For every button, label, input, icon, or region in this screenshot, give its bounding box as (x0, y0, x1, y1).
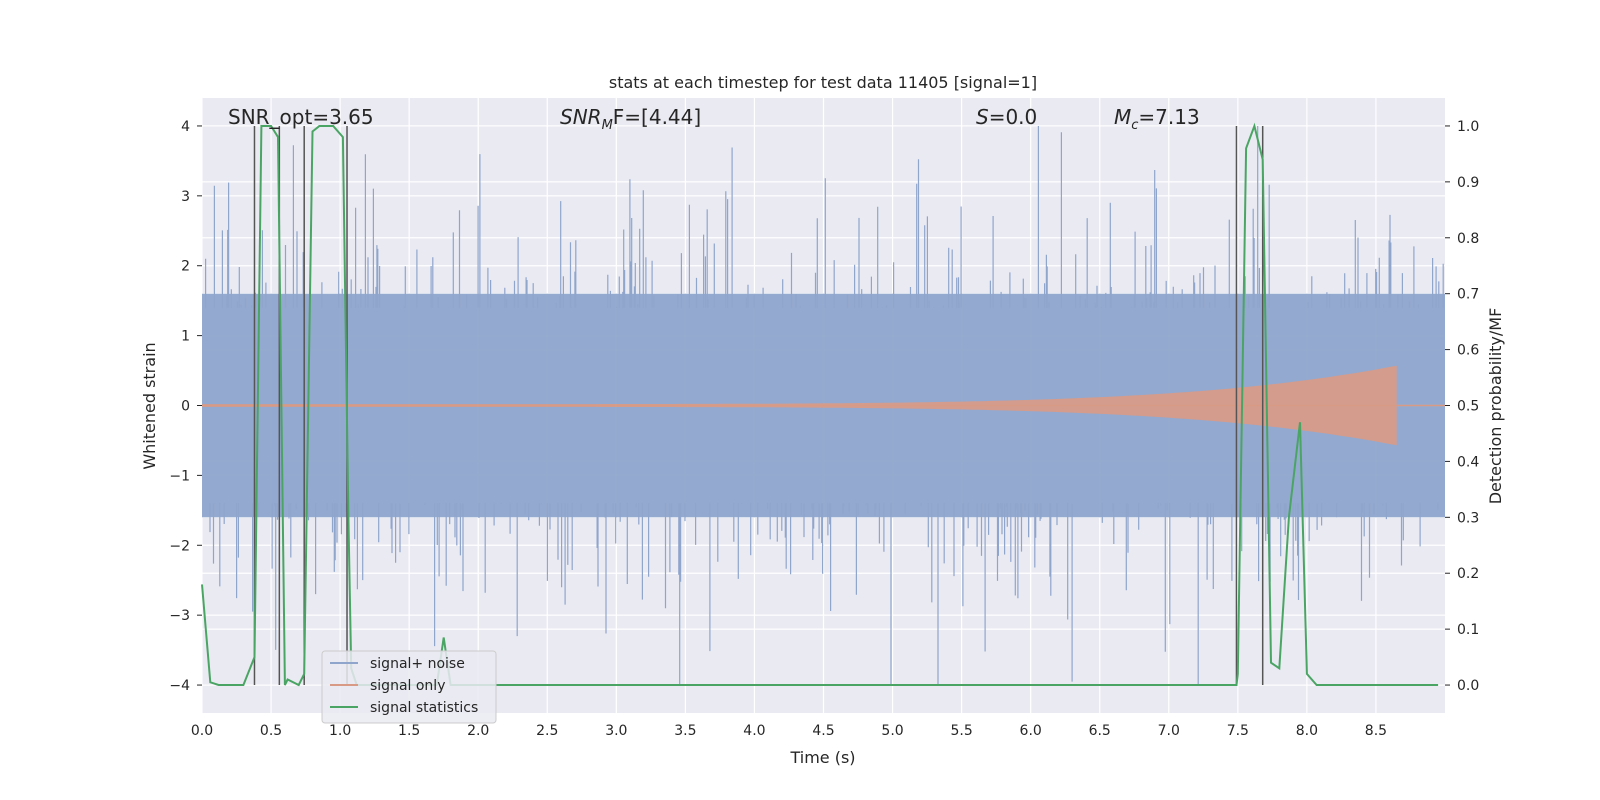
y-right-tick-label: 0.1 (1457, 622, 1479, 638)
y-tick-label: −3 (169, 608, 190, 624)
x-tick-label: 6.0 (1020, 723, 1042, 739)
y-tick-label: 1 (181, 329, 190, 345)
annotation-s-main: S (976, 105, 989, 129)
y-tick-label: −1 (169, 468, 190, 484)
annotation-snr-mf-main: SNR (560, 105, 602, 129)
annotation-snr-mf-sub: M (602, 118, 613, 133)
x-tick-label: 4.5 (812, 723, 834, 739)
signal-only-series (202, 365, 1445, 446)
chart-title: stats at each timestep for test data 114… (609, 73, 1037, 92)
y-tick-label: −4 (169, 678, 190, 694)
annotation-mc: Mc=7.13 (1114, 105, 1200, 133)
y-right-tick-labels: 1.0 0.9 0.8 0.7 0.6 0.5 0.4 0.3 0.2 0.1 0.0 (1445, 119, 1479, 694)
x-tick-label: 0.0 (191, 723, 213, 739)
legend-box (321, 650, 497, 724)
y-right-tick-label: 0.6 (1457, 343, 1479, 359)
y-right-axis-label: Detection probability/MF (1486, 308, 1505, 505)
annotation-snr-mf: SNRMF=[4.44] (560, 105, 701, 133)
x-tick-label: 3.5 (674, 723, 696, 739)
y-right-tick-label: 0.7 (1457, 287, 1479, 303)
x-tick-label: 8.5 (1365, 723, 1387, 739)
y-right-tick-label: 0.4 (1457, 454, 1479, 470)
annotations: SNR_opt=3.65 SNRMF=[4.44] S=0.0 Mc=7.13 (228, 105, 1200, 133)
y-tick-label: 2 (181, 259, 190, 275)
x-tick-label: 8.0 (1296, 723, 1318, 739)
y-right-tick-label: 1.0 (1457, 119, 1479, 135)
x-tick-label: 3.0 (605, 723, 627, 739)
annotation-s: S=0.0 (976, 105, 1037, 129)
y-right-tick-label: 0.5 (1457, 399, 1479, 415)
y-right-tick-label: 0.0 (1457, 678, 1479, 694)
legend-label-signal-statistics: signal statistics (370, 700, 478, 716)
legend: signal+ noise signal only signal statist… (321, 650, 497, 724)
y-tick-label: 3 (181, 189, 190, 205)
y-tick-labels: 4 3 2 1 0 −1 −2 −3 −4 (169, 119, 202, 694)
legend-label-signal-only: signal only (370, 678, 445, 694)
legend-label-signal-noise: signal+ noise (370, 656, 465, 672)
y-right-tick-label: 0.2 (1457, 566, 1479, 582)
annotation-mc-rest: =7.13 (1138, 105, 1199, 129)
x-tick-label: 5.5 (950, 723, 972, 739)
y-right-tick-label: 0.9 (1457, 175, 1479, 191)
y-tick-label: 4 (181, 119, 190, 135)
x-tick-label: 1.5 (398, 723, 420, 739)
y-tick-label: 0 (181, 399, 190, 415)
annotation-snr-mf-rest: F=[4.44] (613, 105, 701, 129)
annotation-mc-main: M (1114, 105, 1131, 129)
x-tick-label: 0.5 (260, 723, 282, 739)
x-tick-labels: 0.0 0.5 1.0 1.5 2.0 2.5 3.0 3.5 4.0 4.5 5.0 5.5 6.0 6… (191, 723, 1387, 739)
x-tick-label: 7.0 (1158, 723, 1180, 739)
x-tick-label: 2.5 (536, 723, 558, 739)
x-axis-label: Time (s) (789, 748, 855, 767)
y-right-tick-label: 0.8 (1457, 231, 1479, 247)
annotation-snr-opt: SNR_opt=3.65 (228, 105, 374, 129)
y-axis-label: Whitened strain (140, 342, 159, 469)
y-right-tick-label: 0.3 (1457, 510, 1479, 526)
x-tick-label: 7.5 (1227, 723, 1249, 739)
x-tick-label: 2.0 (467, 723, 489, 739)
x-tick-label: 6.5 (1089, 723, 1111, 739)
x-tick-label: 4.0 (743, 723, 765, 739)
annotation-mc-sub: c (1131, 118, 1138, 133)
annotation-s-rest: =0.0 (989, 105, 1038, 129)
noise-spikes (205, 126, 1444, 685)
x-tick-label: 1.0 (329, 723, 351, 739)
y-tick-label: −2 (169, 538, 190, 554)
x-tick-label: 5.0 (881, 723, 903, 739)
